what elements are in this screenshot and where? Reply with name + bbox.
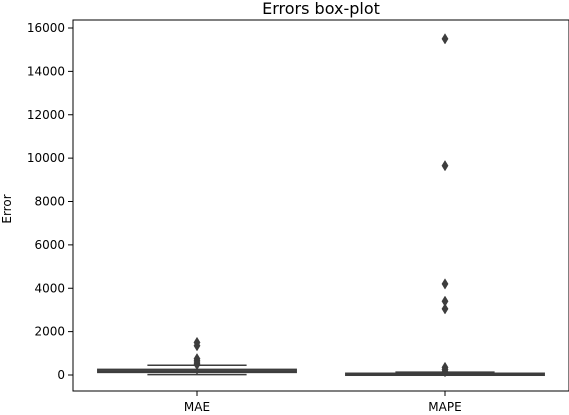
y-tick-label: 8000 — [34, 195, 65, 209]
y-tick-label: 4000 — [34, 281, 65, 295]
y-axis-label: Error — [0, 194, 14, 223]
outlier-point — [441, 33, 449, 45]
boxes — [97, 33, 545, 378]
y-ticks: 0 2000 4000 6000 8000 10000 12000 14000 16000 — [27, 21, 73, 382]
outlier-point — [441, 366, 449, 378]
x-tick-label: MAE — [184, 400, 210, 414]
outlier-point — [441, 278, 449, 290]
y-tick-label: 10000 — [27, 151, 65, 165]
plot-frame — [72, 19, 569, 392]
y-tick-label: 14000 — [27, 64, 65, 78]
y-tick-label: 12000 — [27, 108, 65, 122]
y-tick-label: 16000 — [27, 21, 65, 35]
y-tick-label: 0 — [57, 368, 65, 382]
outlier-point — [441, 303, 449, 315]
box-mape — [345, 33, 545, 378]
y-tick-label: 2000 — [34, 325, 65, 339]
outlier-point — [193, 358, 201, 371]
box-mae — [97, 336, 297, 376]
x-tick-label: MAPE — [428, 400, 461, 414]
outlier-point — [441, 160, 449, 172]
chart-title: Errors box-plot — [262, 0, 380, 18]
x-ticks: MAE MAPE — [184, 391, 462, 414]
outlier-point — [193, 340, 201, 352]
y-tick-label: 6000 — [34, 238, 65, 252]
